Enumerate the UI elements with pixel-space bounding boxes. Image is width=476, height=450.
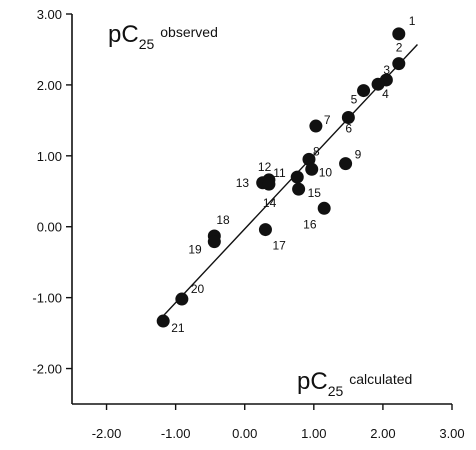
y-tick-label: 1.00: [37, 149, 62, 164]
data-point: [392, 27, 406, 41]
points-layer: [156, 27, 406, 328]
data-point-label: 12: [258, 160, 272, 174]
y-axis-title-sub: 25: [139, 36, 155, 52]
data-point-label: 10: [319, 165, 333, 179]
y-axis-title-main: pC: [108, 21, 139, 48]
data-point-label: 14: [263, 196, 277, 210]
data-point: [175, 292, 189, 306]
data-point: [305, 162, 319, 176]
data-point: [371, 77, 385, 91]
data-point: [290, 170, 304, 184]
data-point: [207, 235, 221, 249]
data-point-label: 18: [216, 213, 230, 227]
y-tick-label: -2.00: [32, 362, 62, 377]
data-point-label: 21: [171, 321, 185, 335]
data-point: [357, 84, 371, 98]
x-tick-label: 3.00: [439, 426, 464, 441]
data-point: [262, 177, 276, 191]
axes: [71, 14, 452, 405]
x-axis-title-main: pC: [297, 368, 328, 395]
data-point-label: 8: [313, 144, 320, 158]
x-tick-label: 2.00: [370, 426, 395, 441]
data-point-label: 16: [303, 217, 317, 231]
data-point-label: 7: [324, 113, 331, 127]
data-point-label: 9: [355, 148, 362, 162]
data-point: [339, 157, 353, 171]
data-point-label: 5: [351, 93, 358, 107]
data-point: [317, 201, 331, 215]
data-point-label: 17: [272, 239, 286, 253]
data-point-label: 15: [308, 186, 322, 200]
data-point-label: 19: [188, 243, 202, 257]
data-point-label: 11: [273, 166, 286, 180]
data-point-label: 13: [236, 176, 250, 190]
regression-line-layer: [159, 44, 418, 320]
x-axis-title-sub: 25: [328, 383, 344, 399]
x-tick-label: -2.00: [92, 426, 122, 441]
data-point-label: 6: [345, 122, 352, 136]
y-tick-label: 0.00: [37, 220, 62, 235]
data-point-label: 1: [409, 14, 416, 28]
data-point-label: 4: [382, 87, 389, 101]
x-axis-title: pC25 calculated: [297, 368, 412, 399]
y-axis-title-word: observed: [160, 24, 218, 40]
data-point: [392, 57, 406, 71]
data-point: [309, 119, 323, 133]
data-point: [292, 182, 306, 196]
data-point-label: 20: [191, 282, 205, 296]
y-tick-label: 2.00: [37, 78, 62, 93]
y-tick-label: 3.00: [37, 7, 62, 22]
data-point: [258, 223, 272, 237]
x-tick-label: -1.00: [161, 426, 191, 441]
x-tick-label: 1.00: [301, 426, 326, 441]
ticks: -2.00 -1.00 0.00 1.00 2.00 3.00 -2.00 -1.00 0.00…: [32, 7, 464, 441]
data-point: [302, 152, 316, 166]
data-point: [156, 314, 170, 328]
data-point-label: 3: [383, 63, 390, 77]
x-tick-label: 0.00: [232, 426, 257, 441]
y-axis-title: pC25 observed: [108, 21, 218, 52]
y-tick-label: -1.00: [32, 291, 62, 306]
x-axis-title-word: calculated: [349, 371, 412, 387]
data-point: [341, 111, 355, 125]
data-point-label: 2: [396, 41, 403, 55]
regression-line: [159, 44, 418, 320]
